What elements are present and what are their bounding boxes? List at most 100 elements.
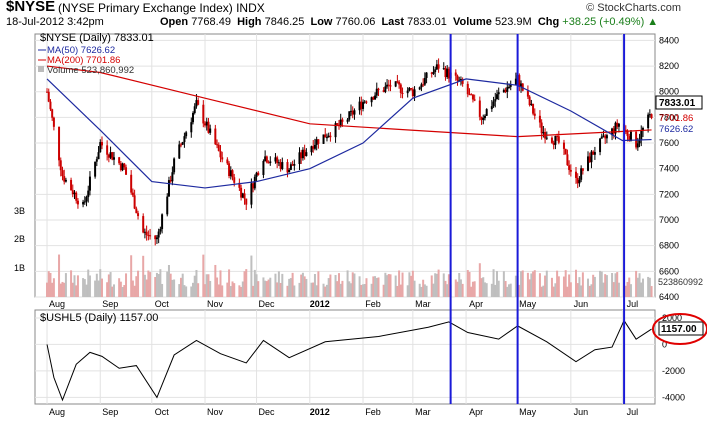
volume-bar: [640, 282, 643, 297]
candle-body: [147, 234, 150, 236]
candle-body: [483, 115, 486, 119]
candle-body: [100, 142, 103, 146]
candle-body: [264, 156, 267, 161]
price-x-tick: 2012: [310, 299, 330, 309]
candle-body: [580, 168, 583, 180]
volume-bar: [554, 283, 557, 297]
candle-body: [190, 122, 193, 133]
volume-y-axis: 1B 2B 3B: [14, 206, 25, 273]
volume-bar: [341, 280, 344, 297]
volume-bar: [179, 277, 182, 297]
candle-body: [408, 88, 411, 91]
volume-bar: [617, 282, 620, 297]
volume-value: 523.9M: [495, 16, 532, 28]
volume-bar: [587, 278, 590, 297]
volume-bar: [509, 283, 512, 297]
candle-body: [492, 101, 495, 107]
stockcharts-credit: © StockCharts.com: [586, 2, 681, 14]
volume-bar: [568, 274, 571, 297]
price-tick-label: 6800: [659, 241, 679, 251]
volume-bar: [616, 272, 619, 297]
volume-bar: [497, 280, 500, 297]
candle-body: [293, 164, 296, 166]
volume-bar: [550, 277, 553, 297]
volume-bar: [135, 276, 138, 297]
volume-label: Volume: [453, 16, 492, 28]
candle-body: [454, 72, 457, 76]
price-x-tick: Apr: [469, 299, 483, 309]
volume-bar: [231, 281, 234, 297]
legend-ushl5: $USHL5 (Daily) 1157.00: [40, 312, 158, 324]
quote-date: 18-Jul-2012 3:42pm: [6, 16, 104, 28]
candle-body: [604, 135, 607, 139]
candle-body: [95, 159, 98, 162]
candle-body: [552, 142, 555, 145]
volume-bar: [250, 255, 253, 297]
volume-bar: [178, 284, 181, 297]
candle-body: [444, 68, 447, 78]
index-description: (NYSE Primary Exchange Index) INDX: [58, 1, 265, 15]
volume-bar: [557, 276, 560, 297]
candle-body: [85, 197, 88, 202]
volume-bar: [628, 277, 631, 297]
volume-bar: [228, 269, 231, 297]
volume-bar: [303, 276, 306, 297]
volume-bar: [411, 270, 414, 297]
volume-bar: [286, 285, 289, 297]
chart-header: $NYSE (NYSE Primary Exchange Index) INDX…: [0, 0, 707, 34]
candle-body: [107, 154, 110, 158]
candle-body: [205, 121, 208, 126]
candle-body: [446, 68, 449, 78]
volume-bar: [545, 270, 548, 297]
candle-body: [46, 91, 49, 93]
volume-bar: [389, 274, 392, 297]
volume-bar: [337, 273, 340, 297]
candle-body: [605, 135, 608, 139]
up-triangle-icon: ▲: [647, 16, 659, 28]
candle-body: [202, 104, 205, 124]
indicator-x-tick: Jul: [627, 407, 639, 417]
candle-body: [375, 88, 378, 96]
volume-bar: [327, 278, 330, 297]
volume-bar: [88, 275, 91, 297]
candle-body: [269, 161, 272, 163]
candle-body: [82, 201, 85, 205]
ma50-line: [46, 78, 652, 189]
volume-bar: [193, 275, 196, 297]
candle-body: [204, 123, 207, 126]
volume-bar: [119, 281, 122, 297]
candle-body: [422, 84, 425, 86]
candle-body: [346, 119, 349, 122]
legend-ma200: MA(200) 7701.86: [47, 55, 120, 66]
indicator-tick-label: 0: [662, 339, 667, 349]
candle-body: [149, 235, 152, 237]
volume-bar: [430, 275, 433, 297]
volume-bar: [447, 274, 450, 297]
volume-bar: [605, 275, 608, 297]
candle-body: [233, 177, 236, 183]
candle-body: [556, 136, 559, 138]
candle-body: [624, 129, 627, 131]
volume-bar: [121, 286, 124, 297]
candle-body: [538, 115, 541, 123]
chg-value: +38.25 (+0.49%): [562, 16, 645, 28]
volume-bar: [562, 276, 565, 297]
candle-body: [396, 81, 399, 83]
volume-bar: [262, 277, 265, 297]
volume-bar: [125, 273, 128, 297]
candle-body: [75, 192, 78, 201]
volume-bar: [155, 272, 158, 297]
volume-bar: [348, 281, 351, 297]
quote-bar: Open 7768.49 High 7846.25 Low 7760.06 La…: [160, 16, 658, 28]
candle-body: [193, 106, 196, 114]
candle-body: [587, 156, 590, 171]
candle-body: [64, 179, 67, 182]
candle-body: [520, 83, 523, 87]
candle-body: [353, 110, 356, 115]
candle-body: [113, 157, 116, 160]
volume-bar: [85, 284, 88, 297]
price-tick-label: 6400: [659, 292, 679, 302]
volume-bar: [502, 271, 505, 297]
price-x-tick: Feb: [365, 299, 381, 309]
volume-bar: [362, 284, 365, 297]
